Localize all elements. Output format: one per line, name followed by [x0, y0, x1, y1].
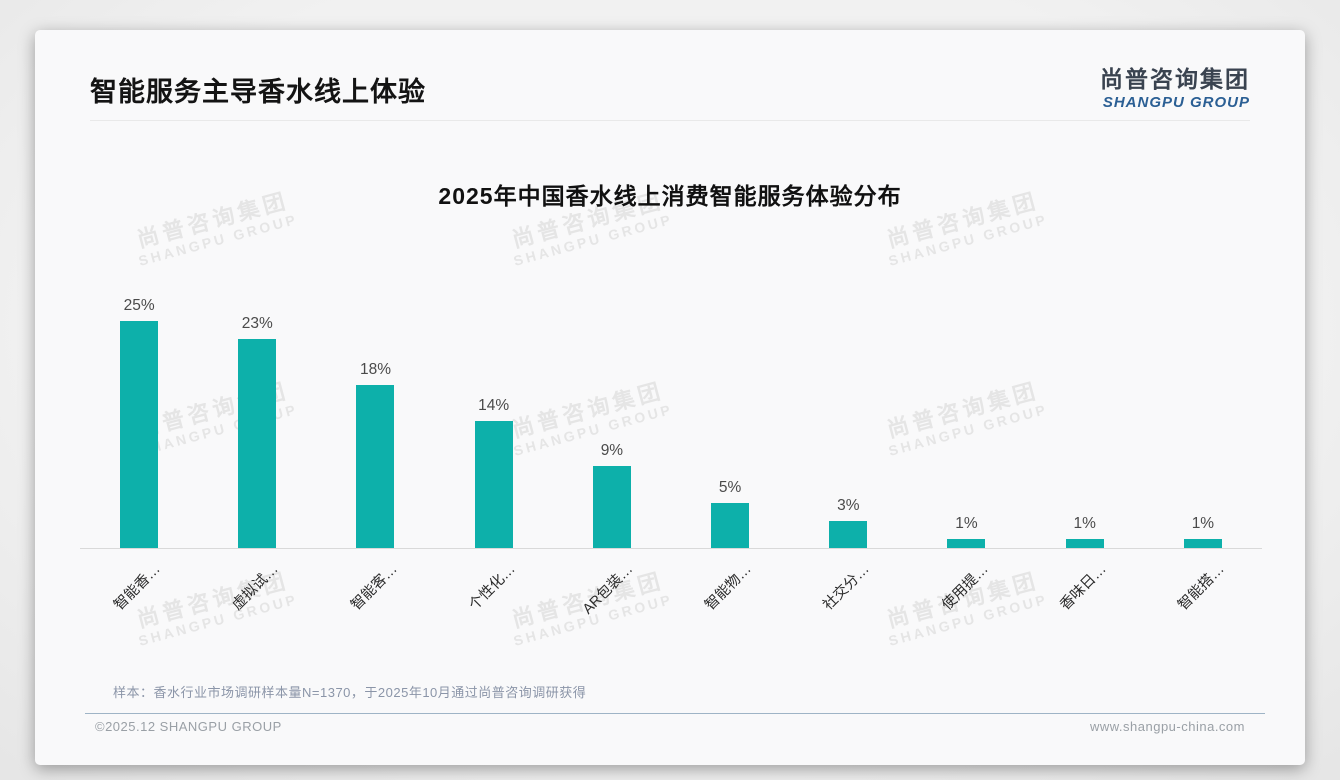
bar — [592, 466, 631, 548]
bar-value-label: 25% — [123, 296, 155, 314]
bar — [829, 521, 868, 548]
bar-value-label: 1% — [955, 514, 978, 532]
x-tick-label: 使用提… — [938, 561, 992, 614]
x-tick-label: 智能客… — [347, 561, 401, 614]
logo-chinese-name: 尚普咨询集团 — [1100, 66, 1250, 92]
bar-value-label: 23% — [241, 314, 273, 332]
report-card: 尚普咨询集团 SHANGPU GROUP 尚普咨询集团 SHANGPU GROUP 尚普… — [35, 30, 1305, 765]
bar-slot: 1% — [1144, 287, 1262, 548]
bar-slot: 23% — [198, 287, 316, 548]
bar-slot: 18% — [316, 287, 434, 548]
x-tick-label: 智能香… — [111, 561, 164, 614]
bar — [947, 539, 986, 548]
bar-slot: 14% — [435, 287, 553, 548]
chart-title: 2025年中国香水线上消费智能服务体验分布 — [438, 183, 902, 209]
footer-divider — [85, 713, 1265, 714]
bar-value-label: 14% — [478, 396, 510, 414]
x-tick-label: 虚拟试… — [229, 561, 282, 614]
bar — [1183, 539, 1222, 548]
bar — [120, 321, 159, 548]
x-tick-label: 社交分… — [820, 561, 873, 614]
bar-value-label: 3% — [837, 496, 860, 514]
logo-english-name: SHANGPU GROUP — [1102, 94, 1250, 111]
website-url: www.shangpu-china.com — [1089, 719, 1245, 734]
bar-slot: 9% — [553, 287, 671, 548]
bar — [1065, 539, 1104, 548]
bar-value-label: 5% — [718, 478, 742, 496]
page-title: 智能服务主导香水线上体验 — [90, 77, 426, 107]
x-tick-label: 智能搭… — [1175, 561, 1228, 614]
footer: ©2025.12 SHANGPU GROUP www.shangpu-china… — [95, 719, 1245, 734]
bar-value-label: 1% — [1073, 514, 1096, 532]
header: 智能服务主导香水线上体验 尚普咨询集团 SHANGPU GROUP — [90, 68, 1250, 121]
bar-value-label: 18% — [359, 360, 391, 378]
bar — [356, 385, 395, 548]
copyright-text: ©2025.12 SHANGPU GROUP — [95, 719, 282, 734]
bar-slot: 5% — [671, 287, 789, 548]
bar-slot: 1% — [907, 287, 1025, 548]
bar-slot: 1% — [1026, 287, 1144, 548]
bar — [474, 421, 513, 548]
sample-footnote: 样本：香水行业市场调研样本量N=1370，于2025年10月通过尚普咨询调研获得 — [113, 685, 587, 700]
bar — [238, 339, 277, 548]
bar — [711, 503, 750, 548]
x-tick-label: 香味日… — [1056, 561, 1110, 614]
bar-value-label: 1% — [1191, 514, 1215, 532]
bar-slot: 25% — [80, 287, 198, 548]
x-axis-tick-labels: 智能香… 虚拟试… 智能客… 个性化… AR包装… 智能物… 社交分… 使用提… 香味日… 智能搭… — [80, 550, 1262, 646]
company-logo: 尚普咨询集团 SHANGPU GROUP — [1100, 66, 1250, 111]
x-tick-label: 智能物… — [702, 561, 755, 614]
bar-chart-plot-area: 25% 23% 18% 14% 9% 5% 3% 1% 1% 1% — [80, 287, 1262, 549]
x-tick-label: AR包装… — [580, 561, 637, 618]
x-tick-label: 个性化… — [465, 561, 519, 614]
bar-slot: 3% — [789, 287, 907, 548]
bar-value-label: 9% — [600, 441, 624, 459]
